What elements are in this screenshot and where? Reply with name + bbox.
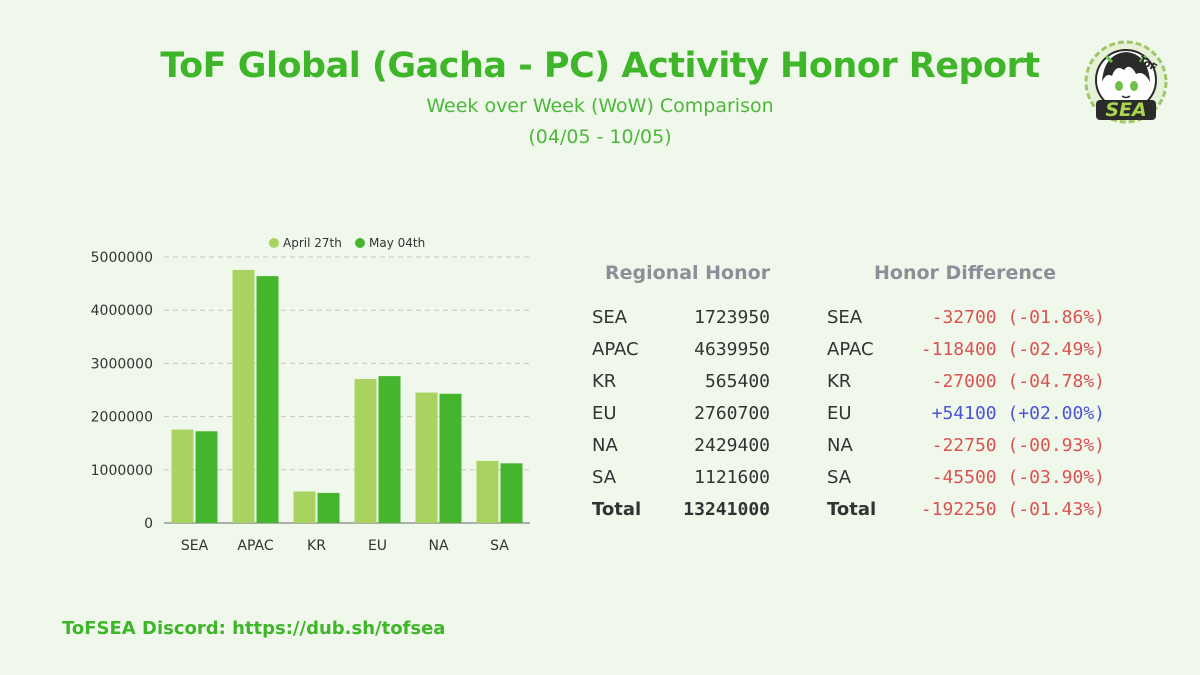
- bar-sa-series-2: [500, 463, 523, 523]
- region-label: APAC: [827, 339, 874, 360]
- chart-legend: April 27th May 04th: [269, 236, 425, 250]
- x-tick-label: SEA: [181, 538, 209, 554]
- region-label: SEA: [592, 307, 628, 328]
- discord-link[interactable]: ToFSEA Discord: https://dub.sh/tofsea: [62, 618, 446, 639]
- honor-diff-value: -27000 (-04.78%): [931, 371, 1105, 392]
- chart-bars: [171, 269, 523, 523]
- region-label: SA: [827, 467, 852, 488]
- honor-diff-value: -45500 (-03.90%): [931, 467, 1105, 488]
- chart-x-axis: SEA APAC KR EU NA SA: [181, 538, 509, 554]
- x-tick-label: SA: [490, 538, 509, 554]
- honor-value: 1723950: [694, 307, 770, 328]
- date-range: (04/05 - 10/05): [528, 126, 672, 148]
- chart-y-axis: 0 1000000 2000000 3000000 4000000 5000000: [91, 250, 153, 532]
- y-tick-label: 3000000: [91, 356, 153, 372]
- x-tick-label: EU: [368, 538, 387, 554]
- region-label: NA: [827, 435, 853, 456]
- total-label: Total: [592, 499, 642, 520]
- x-tick-label: APAC: [237, 538, 273, 554]
- chart-gridlines: [164, 256, 530, 524]
- bar-apac-series-2: [256, 276, 279, 523]
- honor-diff-value: -118400 (-02.49%): [920, 339, 1105, 360]
- bar-chart: 0 1000000 2000000 3000000 4000000 5000000 SEA…: [60, 225, 540, 570]
- region-label: NA: [592, 435, 618, 456]
- y-tick-label: 5000000: [91, 250, 153, 266]
- page-subtitle: Week over Week (WoW) Comparison: [426, 95, 774, 117]
- bar-chart-svg: 0 1000000 2000000 3000000 4000000 5000000 SEA…: [91, 236, 530, 554]
- region-label: KR: [827, 371, 852, 392]
- region-label: SA: [592, 467, 617, 488]
- y-tick-label: 2000000: [91, 410, 153, 426]
- bar-sea-series-2: [195, 431, 218, 523]
- honor-value: 4639950: [694, 339, 770, 360]
- regional-honor-header: Regional Honor: [605, 262, 771, 284]
- region-label: APAC: [592, 339, 639, 360]
- tofsea-logo-graphic: ToF SEA: [1084, 40, 1168, 124]
- x-tick-label: KR: [307, 538, 326, 554]
- bar-eu-series-1: [354, 379, 377, 523]
- honor-value: 565400: [704, 371, 770, 392]
- bar-na-series-1: [415, 392, 438, 523]
- honor-difference-header: Honor Difference: [874, 262, 1057, 284]
- honor-diff-value: -32700 (-01.86%): [931, 307, 1105, 328]
- bar-sea-series-1: [171, 429, 194, 523]
- tofsea-logo: ToF SEA: [1084, 40, 1168, 124]
- y-tick-label: 0: [144, 516, 153, 532]
- logo-text: SEA: [1105, 99, 1146, 121]
- x-tick-label: NA: [428, 538, 448, 554]
- bar-na-series-2: [439, 393, 462, 523]
- honor-value: 2429400: [694, 435, 770, 456]
- honor-value: 2760700: [694, 403, 770, 424]
- region-label: EU: [592, 403, 617, 424]
- bar-kr-series-2: [317, 492, 340, 523]
- total-value: 13241000: [683, 499, 770, 520]
- legend-marker: [269, 238, 279, 248]
- honor-diff-value: +54100 (+02.00%): [931, 403, 1105, 424]
- legend-marker: [355, 238, 365, 248]
- page-title: ToF Global (Gacha - PC) Activity Honor R…: [160, 46, 1040, 86]
- total-diff-value: -192250 (-01.43%): [920, 499, 1105, 520]
- honor-value: 1121600: [694, 467, 770, 488]
- total-label: Total: [827, 499, 877, 520]
- y-tick-label: 4000000: [91, 303, 153, 319]
- bar-sa-series-1: [476, 460, 499, 523]
- region-label: SEA: [827, 307, 863, 328]
- bar-kr-series-1: [293, 491, 316, 523]
- legend-label: May 04th: [369, 236, 425, 250]
- bar-apac-series-1: [232, 269, 255, 523]
- bar-eu-series-2: [378, 376, 401, 523]
- honor-diff-value: -22750 (-00.93%): [931, 435, 1105, 456]
- region-label: KR: [592, 371, 617, 392]
- y-tick-label: 1000000: [91, 463, 153, 479]
- legend-label: April 27th: [283, 236, 342, 250]
- region-label: EU: [827, 403, 852, 424]
